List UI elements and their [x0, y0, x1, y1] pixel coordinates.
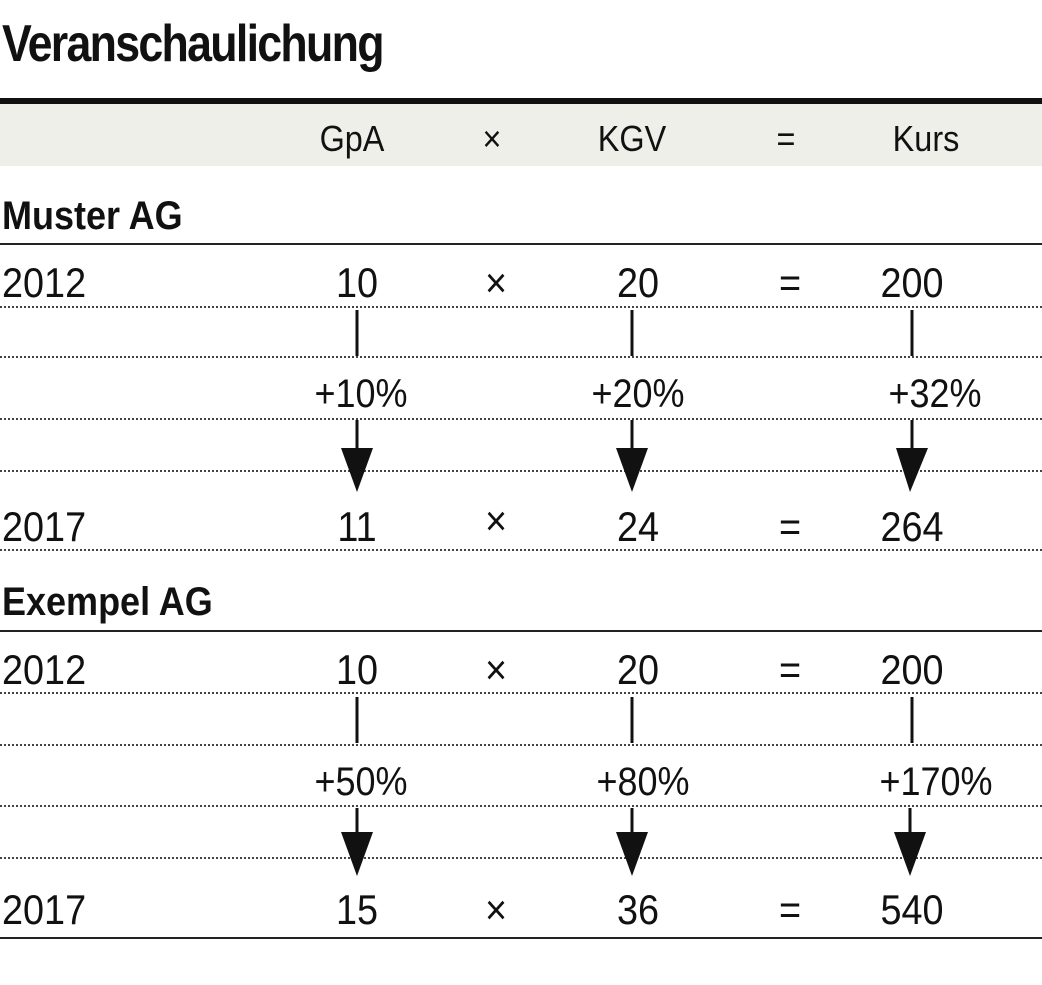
equals-sign: =	[778, 886, 802, 933]
header-equals: =	[776, 118, 796, 159]
dotted-line	[0, 356, 1042, 358]
dotted-line	[0, 805, 1042, 807]
page-title: Veranschaulichung	[2, 15, 385, 73]
gpa-value: 15	[335, 886, 379, 933]
bottom-rule	[0, 937, 1042, 939]
equals-sign: =	[778, 646, 802, 693]
header-kgv: KGV	[597, 118, 667, 159]
gpa-change: +50%	[314, 760, 408, 804]
section-rule	[0, 243, 1042, 245]
title-rule	[0, 98, 1042, 104]
gpa-value: 10	[335, 646, 379, 693]
dotted-line	[0, 306, 1042, 308]
times-sign: ×	[484, 259, 508, 306]
column-header-bar	[0, 104, 1042, 166]
arrow-down-icon	[341, 832, 373, 876]
dotted-line	[0, 549, 1042, 551]
dotted-line	[0, 418, 1042, 420]
header-kurs: Kurs	[892, 118, 960, 159]
equals-sign: =	[778, 259, 802, 306]
kurs-change: +170%	[879, 760, 993, 804]
kurs-value: 264	[880, 503, 944, 550]
dotted-line	[0, 470, 1042, 472]
kurs-value: 540	[880, 886, 944, 933]
kgv-change: +20%	[591, 372, 685, 416]
kgv-value: 24	[616, 503, 660, 550]
times-sign: ×	[484, 886, 508, 933]
header-gpa: GpA	[319, 118, 385, 159]
row-year: 2012	[2, 259, 87, 306]
company-name-exempel: Exempel AG	[2, 580, 213, 624]
kgv-value: 20	[616, 259, 660, 306]
kurs-change: +32%	[888, 372, 982, 416]
times-sign: ×	[484, 646, 508, 693]
times-sign: ×	[484, 497, 508, 544]
dotted-line	[0, 692, 1042, 694]
header-times: ×	[482, 118, 502, 159]
section-rule	[0, 630, 1042, 632]
kgv-change: +80%	[596, 760, 690, 804]
row-year: 2017	[2, 503, 87, 550]
kurs-value: 200	[880, 259, 944, 306]
dotted-line	[0, 857, 1042, 859]
dotted-line	[0, 744, 1042, 746]
arrow-down-icon	[894, 832, 926, 876]
equals-sign: =	[778, 503, 802, 550]
company-name-muster: Muster AG	[2, 194, 183, 238]
arrow-down-icon	[616, 832, 648, 876]
kgv-value: 20	[616, 646, 660, 693]
row-year: 2017	[2, 886, 87, 933]
row-year: 2012	[2, 646, 87, 693]
gpa-change: +10%	[314, 372, 408, 416]
gpa-value: 10	[335, 259, 379, 306]
kgv-value: 36	[616, 886, 660, 933]
kurs-value: 200	[880, 646, 944, 693]
gpa-value: 11	[337, 503, 377, 550]
